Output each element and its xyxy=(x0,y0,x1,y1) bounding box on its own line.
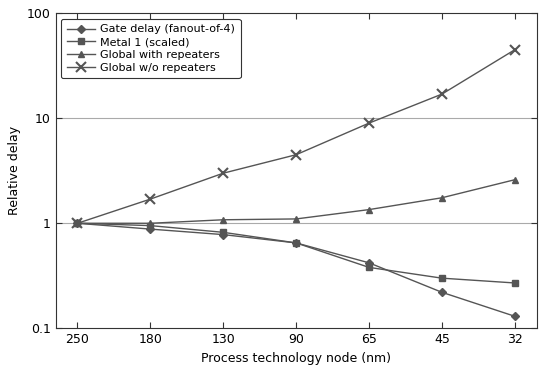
Global w/o repeaters xyxy=(293,153,299,157)
Legend: Gate delay (fanout-of-4), Metal 1 (scaled), Global with repeaters, Global w/o re: Gate delay (fanout-of-4), Metal 1 (scale… xyxy=(61,19,240,78)
Global w/o repeaters xyxy=(366,121,372,125)
Line: Global with repeaters: Global with repeaters xyxy=(74,176,518,227)
Metal 1 (scaled) xyxy=(366,265,372,270)
Gate delay (fanout-of-4) xyxy=(293,241,299,245)
Gate delay (fanout-of-4) xyxy=(366,261,372,265)
Global w/o repeaters xyxy=(220,171,227,175)
Global with repeaters xyxy=(220,217,227,222)
Gate delay (fanout-of-4) xyxy=(74,221,81,226)
Metal 1 (scaled) xyxy=(220,230,227,235)
Metal 1 (scaled) xyxy=(147,223,154,228)
Global w/o repeaters xyxy=(512,47,518,52)
Global w/o repeaters xyxy=(74,221,81,226)
Gate delay (fanout-of-4) xyxy=(439,290,445,295)
Line: Metal 1 (scaled): Metal 1 (scaled) xyxy=(74,220,518,286)
Global w/o repeaters xyxy=(439,92,445,96)
Y-axis label: Relative delay: Relative delay xyxy=(8,126,21,215)
Global w/o repeaters xyxy=(147,197,154,201)
Metal 1 (scaled) xyxy=(512,281,518,285)
Global with repeaters xyxy=(74,221,81,226)
Metal 1 (scaled) xyxy=(74,221,81,226)
Global with repeaters xyxy=(512,178,518,182)
Global with repeaters xyxy=(366,207,372,212)
Line: Gate delay (fanout-of-4): Gate delay (fanout-of-4) xyxy=(75,220,518,319)
Line: Global w/o repeaters: Global w/o repeaters xyxy=(72,45,520,228)
Gate delay (fanout-of-4) xyxy=(512,314,518,319)
X-axis label: Process technology node (nm): Process technology node (nm) xyxy=(201,352,391,365)
Gate delay (fanout-of-4) xyxy=(147,227,154,231)
Global with repeaters xyxy=(293,217,299,221)
Metal 1 (scaled) xyxy=(439,276,445,280)
Gate delay (fanout-of-4) xyxy=(220,232,227,237)
Global with repeaters xyxy=(147,221,154,226)
Metal 1 (scaled) xyxy=(293,241,299,245)
Global with repeaters xyxy=(439,195,445,200)
